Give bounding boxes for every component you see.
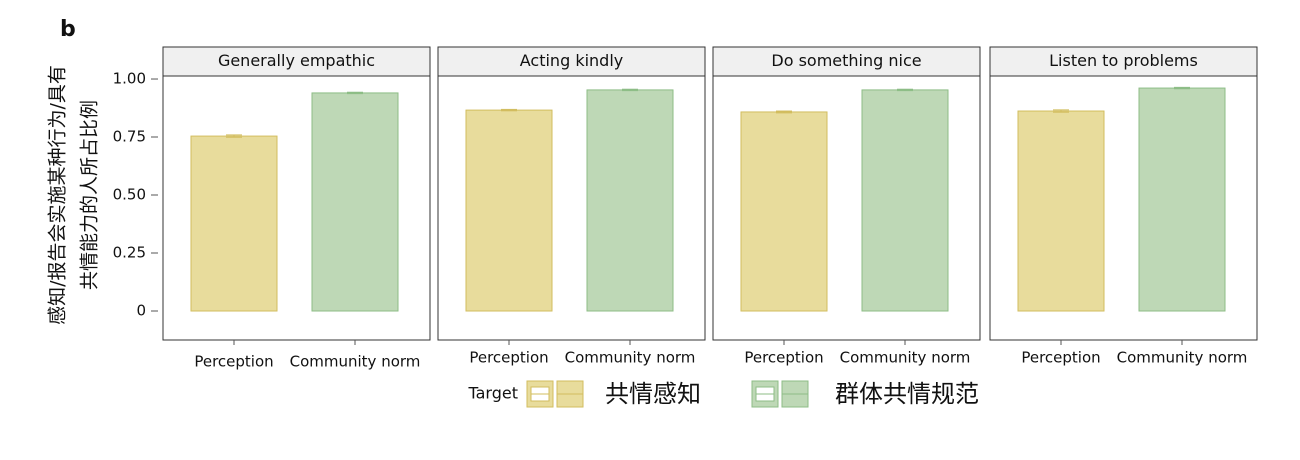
panel-frame	[712, 75, 981, 341]
panel-title: Generally empathic	[218, 51, 375, 70]
x-tick-label: Perception	[744, 349, 823, 367]
y-tick-label: 1.00	[113, 70, 146, 88]
y-axis-label: 感知/报告会实施某种行为/具有	[47, 65, 69, 325]
strip	[989, 46, 1258, 77]
legend-label: 共情感知	[605, 380, 701, 408]
bar	[190, 135, 278, 312]
legend-label: 群体共情规范	[835, 380, 979, 408]
x-tick-label: Perception	[1021, 349, 1100, 367]
bar	[740, 111, 828, 312]
panel-frame	[162, 75, 431, 341]
panel-label: b	[60, 17, 76, 42]
y-tick-label: 0.25	[113, 244, 146, 262]
x-tick-label: Community norm	[290, 353, 421, 371]
x-tick-label: Community norm	[1117, 349, 1248, 367]
y-tick-label: 0	[136, 302, 146, 320]
strip	[162, 46, 431, 77]
y-tick-label: 0.50	[113, 186, 146, 204]
bar	[465, 109, 553, 312]
bar	[1138, 87, 1226, 312]
panel-frame	[989, 75, 1258, 341]
bar	[586, 89, 674, 312]
panel-title: Do something nice	[771, 51, 921, 70]
bar	[861, 89, 949, 312]
x-tick-label: Perception	[194, 353, 273, 371]
bar	[1017, 110, 1105, 312]
bar	[311, 92, 399, 312]
legend-title: Target	[468, 384, 519, 403]
panel-frame	[437, 75, 706, 341]
x-tick-label: Community norm	[565, 349, 696, 367]
x-tick-label: Community norm	[840, 349, 971, 367]
y-tick-label: 0.75	[113, 128, 146, 146]
x-tick-label: Perception	[469, 349, 548, 367]
y-axis-label: 共情能力的人所占比例	[79, 100, 101, 290]
panel-title: Acting kindly	[520, 51, 623, 70]
panel-title: Listen to problems	[1049, 51, 1198, 70]
